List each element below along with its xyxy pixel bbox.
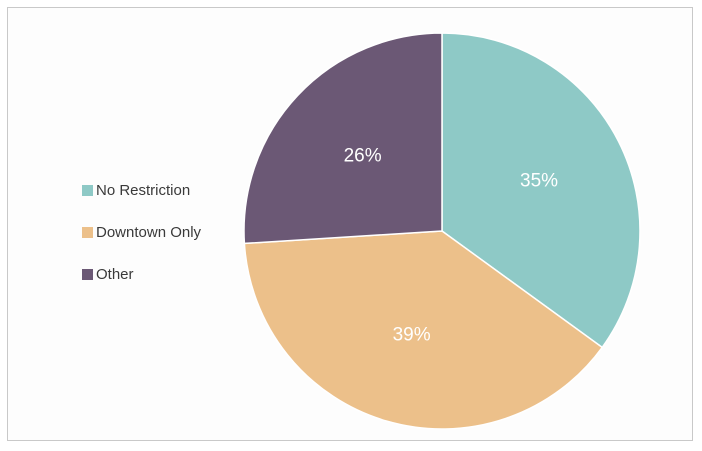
legend-swatch-no-restriction — [82, 184, 93, 196]
legend-label-downtown-only: Downtown Only — [96, 223, 202, 241]
pie-slice-downtown-only — [243, 230, 604, 430]
legend-item-downtown-only: Downtown Only — [82, 222, 201, 242]
pie-slice-other — [243, 32, 443, 245]
legend-item-other: Other — [82, 264, 201, 284]
slice-label-other: 26% — [344, 145, 382, 166]
legend-swatch-other — [82, 268, 93, 280]
slice-label-no-restriction: 35% — [520, 171, 558, 192]
legend-item-no-restriction: No Restriction — [82, 180, 201, 200]
legend-label-other: Other — [96, 265, 134, 283]
slice-label-downtown-only: 39% — [393, 325, 431, 346]
legend-label-no-restriction: No Restriction — [96, 181, 191, 199]
legend-swatch-downtown-only — [82, 226, 93, 238]
legend: No Restriction Downtown Only Other — [82, 180, 201, 306]
pie-slice-no-restriction — [441, 32, 641, 349]
